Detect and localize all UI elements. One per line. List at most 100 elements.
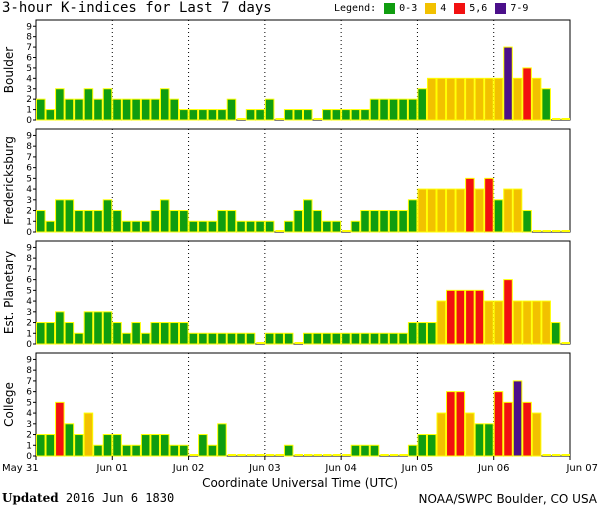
k-bar — [407, 322, 418, 345]
k-bar — [436, 300, 447, 345]
legend-text-4: 4 — [440, 3, 447, 14]
legend-text-5-6: 5,6 — [469, 3, 488, 14]
k-bar — [407, 98, 418, 121]
legend-text-0-3: 0-3 — [399, 3, 418, 14]
y-tick-label: 5 — [26, 286, 32, 296]
k-bar — [150, 210, 160, 233]
k-bar — [550, 322, 561, 345]
k-bar — [93, 210, 103, 233]
k-bar — [102, 434, 113, 457]
k-bar-zero — [380, 454, 389, 456]
k-bar — [455, 188, 466, 233]
k-bar — [64, 423, 75, 457]
k-bar — [112, 322, 122, 345]
y-tick-label: 5 — [26, 398, 32, 408]
k-bar — [331, 109, 342, 121]
k-bar — [446, 391, 456, 457]
k-bar — [303, 199, 313, 233]
y-tick-label: 5 — [26, 174, 32, 184]
k-bar — [417, 88, 427, 121]
k-bar-zero — [304, 454, 313, 456]
k-bar — [293, 210, 304, 233]
k-bar — [245, 220, 256, 233]
k-bar — [207, 220, 218, 233]
y-tick-label: 9 — [26, 131, 32, 141]
y-tick-label: 9 — [26, 355, 32, 365]
k-bar-zero — [256, 342, 265, 344]
k-bar — [188, 332, 199, 345]
x-tick-label: Jun 01 — [96, 463, 129, 474]
x-tick-label: Jun 02 — [172, 463, 205, 474]
k-bar — [150, 98, 160, 121]
k-bar — [236, 332, 246, 345]
k-bar — [303, 332, 313, 345]
k-bar — [493, 199, 504, 233]
k-bar — [360, 444, 370, 457]
x-axis-title: Coordinate Universal Time (UTC) — [202, 476, 398, 490]
k-bar — [93, 311, 103, 345]
k-bar — [45, 109, 56, 121]
k-bar-zero — [275, 230, 284, 232]
k-bar — [350, 332, 361, 345]
footer-updated: Updated 2016 Jun 6 1830 — [2, 491, 174, 505]
k-bar — [331, 220, 342, 233]
k-bar — [379, 332, 389, 345]
k-bar — [274, 332, 284, 345]
k-bar — [436, 412, 447, 457]
k-bar — [531, 412, 542, 457]
y-tick-label: 1 — [26, 329, 32, 339]
k-bar — [102, 199, 113, 233]
k-bar — [522, 401, 532, 457]
k-bar-zero — [342, 230, 351, 232]
k-bar-zero — [561, 118, 570, 120]
k-bar — [112, 210, 122, 233]
k-bar — [169, 98, 180, 121]
k-bar — [159, 88, 170, 121]
k-bar-zero — [237, 454, 246, 456]
k-bar — [45, 220, 56, 233]
k-bar — [312, 210, 323, 233]
k-bar — [455, 289, 466, 345]
x-tick-label: Jun 06 — [477, 463, 510, 474]
k-bar — [388, 332, 399, 345]
k-bar — [74, 98, 84, 121]
k-bar — [484, 77, 494, 121]
k-bar — [312, 332, 323, 345]
k-bar — [474, 289, 485, 345]
k-bar — [369, 210, 380, 233]
k-bar — [417, 434, 427, 457]
k-bar — [446, 77, 456, 121]
k-bar — [45, 434, 56, 457]
x-tick-label: Jun 05 — [401, 463, 434, 474]
k-bar — [112, 98, 122, 121]
updated-label: Updated — [2, 491, 59, 505]
k-bar — [512, 77, 523, 121]
k-bar — [255, 220, 265, 233]
k-bar — [74, 434, 84, 457]
k-bar-zero — [323, 454, 332, 456]
k-bar — [55, 88, 65, 121]
k-bar — [322, 109, 332, 121]
k-bar — [169, 210, 180, 233]
k-bar — [36, 98, 46, 121]
k-bar-zero — [294, 454, 303, 456]
k-bar-zero — [551, 118, 561, 120]
y-tick-label: 4 — [26, 74, 32, 84]
k-bar-zero — [561, 342, 570, 344]
k-bar — [426, 188, 437, 233]
y-tick-label: 0 — [26, 228, 32, 238]
k-bar-zero — [237, 118, 246, 120]
legend-label: Legend: — [334, 3, 377, 14]
k-bar — [217, 210, 227, 233]
k-bar — [417, 322, 427, 345]
y-tick-label: 6 — [26, 164, 32, 174]
k-bar — [331, 332, 342, 345]
legend-text-7-9: 7-9 — [510, 3, 529, 14]
k-bar — [512, 188, 523, 233]
k-bar — [150, 434, 160, 457]
station-label: Est. Planetary — [2, 251, 16, 334]
k-bar — [102, 88, 113, 121]
k-bar — [36, 322, 46, 345]
k-bar — [360, 332, 370, 345]
y-tick-label: 5 — [26, 64, 32, 74]
